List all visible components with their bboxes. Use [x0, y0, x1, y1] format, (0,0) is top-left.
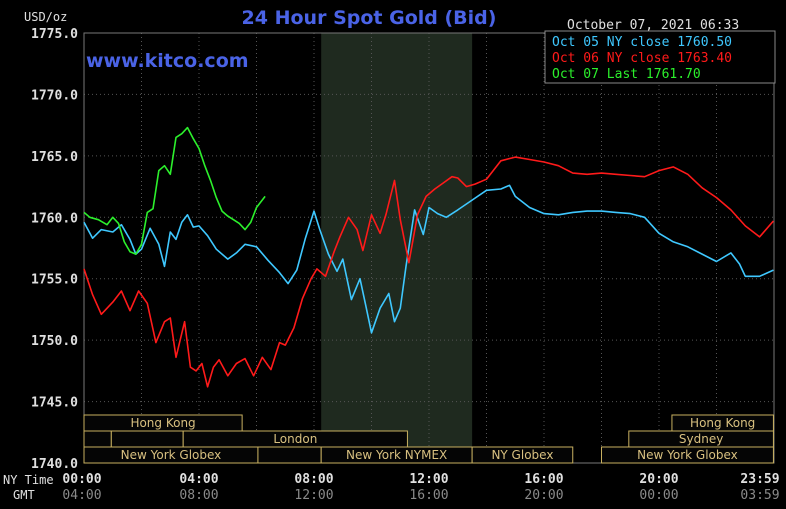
legend-box — [544, 30, 776, 84]
x-tick-label-gmt: 04:00 — [62, 488, 101, 503]
session-bar — [257, 446, 322, 464]
x-tick-label-ny: 23:59 — [740, 472, 779, 487]
session-label: Sydney — [679, 432, 723, 446]
y-tick-label: 1740.0 — [31, 457, 78, 472]
y-tick-label: 1765.0 — [31, 150, 78, 165]
x-tick-label-ny: 04:00 — [179, 472, 218, 487]
y-tick-label: 1760.0 — [31, 211, 78, 226]
y-tick-label: 1770.0 — [31, 88, 78, 103]
x-tick-label-gmt: 03:59 — [740, 488, 779, 503]
watermark-text: www.kitco.com — [86, 50, 249, 72]
legend-entry-oct05: Oct 05 NY close 1760.50 — [552, 35, 732, 50]
session-label: Hong Kong — [130, 416, 195, 430]
series-line-1 — [83, 156, 775, 388]
session-bar — [601, 446, 774, 464]
legend-entry-oct07: Oct 07 Last 1761.70 — [552, 67, 701, 82]
session-bar — [471, 446, 574, 464]
session-label: New York Globex — [637, 448, 738, 462]
x-tick-label-gmt: 00:00 — [639, 488, 678, 503]
x-tick-label-gmt: 20:00 — [524, 488, 563, 503]
session-bar — [110, 430, 184, 448]
session-label: London — [273, 432, 317, 446]
chart-timestamp: October 07, 2021 06:33 — [567, 18, 739, 33]
chart-title: 24 Hour Spot Gold (Bid) — [242, 7, 497, 29]
x-tick-label-ny: 20:00 — [639, 472, 678, 487]
x-tick-label-ny: 08:00 — [294, 472, 333, 487]
session-label: New York Globex — [121, 448, 222, 462]
x-tick-label-ny: 00:00 — [62, 472, 101, 487]
gmt-label: GMT — [13, 488, 35, 502]
x-tick-label-ny: 12:00 — [409, 472, 448, 487]
x-tick-label-ny: 16:00 — [524, 472, 563, 487]
ny-time-label: NY Time — [3, 473, 54, 487]
nymex-highlight-band — [321, 33, 473, 463]
y-tick-label: 1745.0 — [31, 396, 78, 411]
y-axis-unit-label: USD/oz — [24, 10, 67, 24]
session-label: Hong Kong — [690, 416, 755, 430]
y-tick-label: 1750.0 — [31, 334, 78, 349]
x-tick-label-gmt: 16:00 — [409, 488, 448, 503]
x-tick-label-gmt: 08:00 — [179, 488, 218, 503]
session-label: New York NYMEX — [346, 448, 447, 462]
session-bar — [83, 430, 112, 448]
y-tick-label: 1755.0 — [31, 273, 78, 288]
y-tick-label: 1775.0 — [31, 27, 78, 42]
legend-entry-oct06: Oct 06 NY close 1763.40 — [552, 51, 732, 66]
series-line-0 — [83, 184, 774, 334]
series-line-2 — [83, 126, 266, 255]
x-tick-label-gmt: 12:00 — [294, 488, 333, 503]
legend: Oct 05 NY close 1760.50 Oct 06 NY close … — [544, 30, 776, 84]
session-label: NY Globex — [491, 448, 553, 462]
